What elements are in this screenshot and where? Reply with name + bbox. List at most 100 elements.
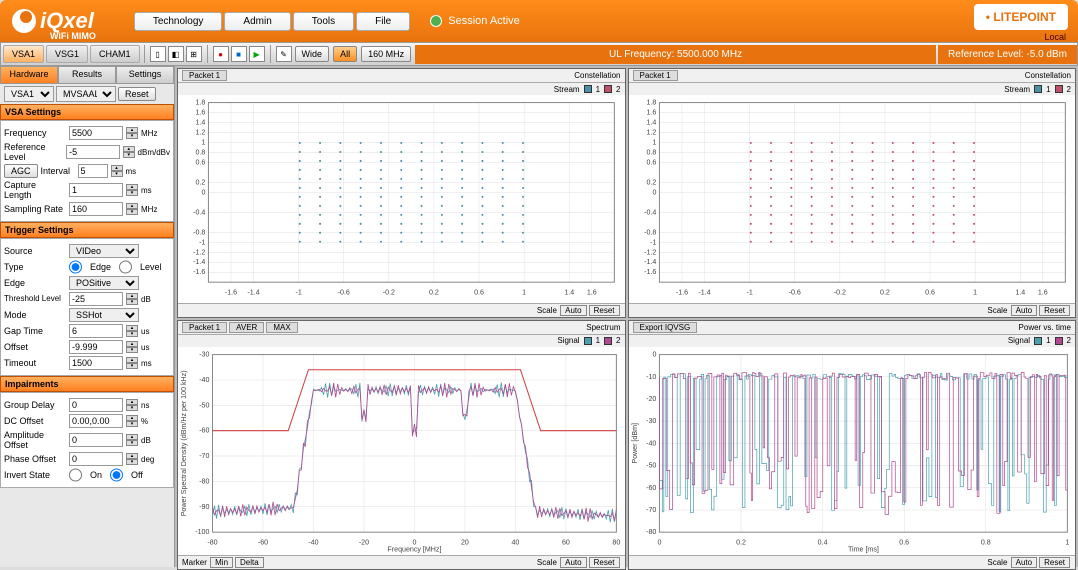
c3-tab1[interactable]: Packet 1 — [182, 322, 227, 333]
amp-input[interactable] — [69, 433, 123, 447]
c4-title: Power vs. time — [1019, 323, 1071, 332]
type-edge-radio[interactable] — [69, 260, 82, 274]
invert-on-radio[interactable] — [69, 468, 82, 482]
svg-text:-1: -1 — [199, 238, 205, 246]
svg-text:0.8: 0.8 — [980, 538, 990, 546]
svg-text:0.6: 0.6 — [196, 158, 206, 166]
c2-tab[interactable]: Packet 1 — [633, 70, 678, 81]
play-icon[interactable]: ▶ — [249, 46, 265, 62]
tab-vsg1[interactable]: VSG1 — [46, 45, 88, 63]
c3-delta-button[interactable]: Delta — [235, 557, 264, 568]
tool-icon-1[interactable]: ▯ — [150, 46, 166, 62]
dc-input[interactable] — [69, 414, 123, 428]
impair-panel-header[interactable]: Impairments — [0, 376, 174, 392]
stop-icon[interactable]: ■ — [231, 46, 247, 62]
menu-admin[interactable]: Admin — [224, 12, 290, 31]
login-link[interactable]: Local — [1044, 32, 1066, 42]
tool-icon-2[interactable]: ◧ — [168, 46, 184, 62]
trigger-panel: SourceVIDeo Type EdgeLevel EdgePOSitive … — [0, 238, 174, 376]
c1-auto-button[interactable]: Auto — [560, 305, 586, 316]
svg-text:-60: -60 — [646, 484, 656, 492]
header-subtitle: WiFi MIMO — [50, 31, 96, 41]
freq-input[interactable] — [69, 126, 123, 140]
session-active-icon — [430, 15, 442, 27]
invert-off-radio[interactable] — [110, 468, 123, 482]
tab-cham1[interactable]: CHAM1 — [90, 45, 140, 63]
svg-text:1.6: 1.6 — [646, 109, 656, 117]
mvsa-select[interactable]: MVSAALL — [56, 86, 116, 102]
mhz-button[interactable]: 160 MHz — [361, 46, 411, 62]
capture-input[interactable] — [69, 183, 123, 197]
svg-text:0: 0 — [652, 188, 656, 196]
timeout-label: Timeout — [4, 358, 66, 368]
c3-reset-button[interactable]: Reset — [589, 557, 620, 568]
svg-text:-50: -50 — [646, 462, 656, 470]
timeout-input[interactable] — [69, 356, 123, 370]
vsa-select[interactable]: VSA1 — [4, 86, 54, 102]
sidebar-tabs: Hardware Results Settings — [0, 66, 174, 84]
phase-input[interactable] — [69, 452, 123, 466]
svg-text:-0.2: -0.2 — [383, 288, 395, 296]
menu-file[interactable]: File — [356, 12, 410, 31]
c4-reset-button[interactable]: Reset — [1039, 557, 1070, 568]
edit-icon[interactable]: ✎ — [276, 46, 292, 62]
svg-text:0.6: 0.6 — [899, 538, 909, 546]
record-icon[interactable]: ● — [213, 46, 229, 62]
source-select[interactable]: VIDeo — [69, 244, 139, 258]
interval-input[interactable] — [78, 164, 108, 178]
svg-text:-10: -10 — [646, 373, 656, 381]
menu-tools[interactable]: Tools — [293, 12, 354, 31]
all-button[interactable]: All — [333, 46, 357, 62]
c1-plot[interactable]: -1.6-1.4-1-0.6-0.20.20.611.41.6-1.6-1.4-… — [178, 95, 625, 303]
svg-text:-1.6: -1.6 — [225, 288, 237, 296]
trigger-panel-header[interactable]: Trigger Settings — [0, 222, 174, 238]
wide-button[interactable]: Wide — [295, 46, 330, 62]
c2-plot[interactable]: -1.6-1.4-1-0.6-0.20.20.611.41.6-1.6-1.4-… — [629, 95, 1076, 303]
samp-input[interactable] — [69, 202, 123, 216]
mode-select[interactable]: SSHot — [69, 308, 139, 322]
tool-icon-3[interactable]: ⊞ — [186, 46, 202, 62]
c3-tab2[interactable]: AVER — [229, 322, 264, 333]
svg-text:-90: -90 — [199, 503, 209, 511]
svg-text:1.6: 1.6 — [587, 288, 597, 296]
c3-plot[interactable]: -80-60-40-20020406080-100-90-80-70-60-50… — [178, 347, 625, 555]
svg-text:0.8: 0.8 — [196, 148, 206, 156]
sidetab-results[interactable]: Results — [58, 66, 116, 84]
c2-reset-button[interactable]: Reset — [1039, 305, 1070, 316]
type-level-radio[interactable] — [119, 260, 132, 274]
vsa-panel-header[interactable]: VSA Settings — [0, 104, 174, 120]
svg-text:-50: -50 — [199, 401, 209, 409]
impair-panel: Group Delay▴▾ns DC Offset▴▾% Amplitude O… — [0, 392, 174, 488]
offset-input[interactable] — [69, 340, 123, 354]
brand-badge: • LITEPOINT — [974, 4, 1068, 30]
gap-input[interactable] — [69, 324, 123, 338]
svg-text:-1.4: -1.4 — [193, 258, 205, 266]
c3-auto-button[interactable]: Auto — [560, 557, 586, 568]
tab-vsa1[interactable]: VSA1 — [3, 45, 44, 63]
c3-min-button[interactable]: Min — [210, 557, 233, 568]
svg-text:0.6: 0.6 — [646, 158, 656, 166]
svg-text:-1.6: -1.6 — [644, 268, 656, 276]
svg-text:1.2: 1.2 — [196, 129, 206, 137]
chart-power-time: Export IQVSG Power vs. time Signal12 00.… — [628, 320, 1077, 570]
c1-tab[interactable]: Packet 1 — [182, 70, 227, 81]
svg-text:-1.4: -1.4 — [644, 258, 656, 266]
c3-tab3[interactable]: MAX — [266, 322, 297, 333]
c4-plot[interactable]: 00.20.40.60.81-80-70-60-50-40-30-20-100T… — [629, 347, 1076, 555]
reflvl-input[interactable] — [66, 145, 120, 159]
edge-select[interactable]: POSitive — [69, 276, 139, 290]
sidetab-settings[interactable]: Settings — [116, 66, 174, 84]
svg-text:-60: -60 — [199, 427, 209, 435]
threshold-input[interactable] — [69, 292, 123, 306]
menu-technology[interactable]: Technology — [134, 12, 223, 31]
c1-reset-button[interactable]: Reset — [589, 305, 620, 316]
c2-auto-button[interactable]: Auto — [1011, 305, 1037, 316]
svg-text:-80: -80 — [199, 477, 209, 485]
sidetab-hardware[interactable]: Hardware — [0, 66, 58, 84]
agc-button[interactable]: AGC — [4, 164, 38, 178]
c4-auto-button[interactable]: Auto — [1011, 557, 1037, 568]
reset-button[interactable]: Reset — [118, 87, 156, 101]
gd-input[interactable] — [69, 398, 123, 412]
c4-tab[interactable]: Export IQVSG — [633, 322, 698, 333]
menu-bar: Technology Admin Tools File — [134, 12, 410, 31]
